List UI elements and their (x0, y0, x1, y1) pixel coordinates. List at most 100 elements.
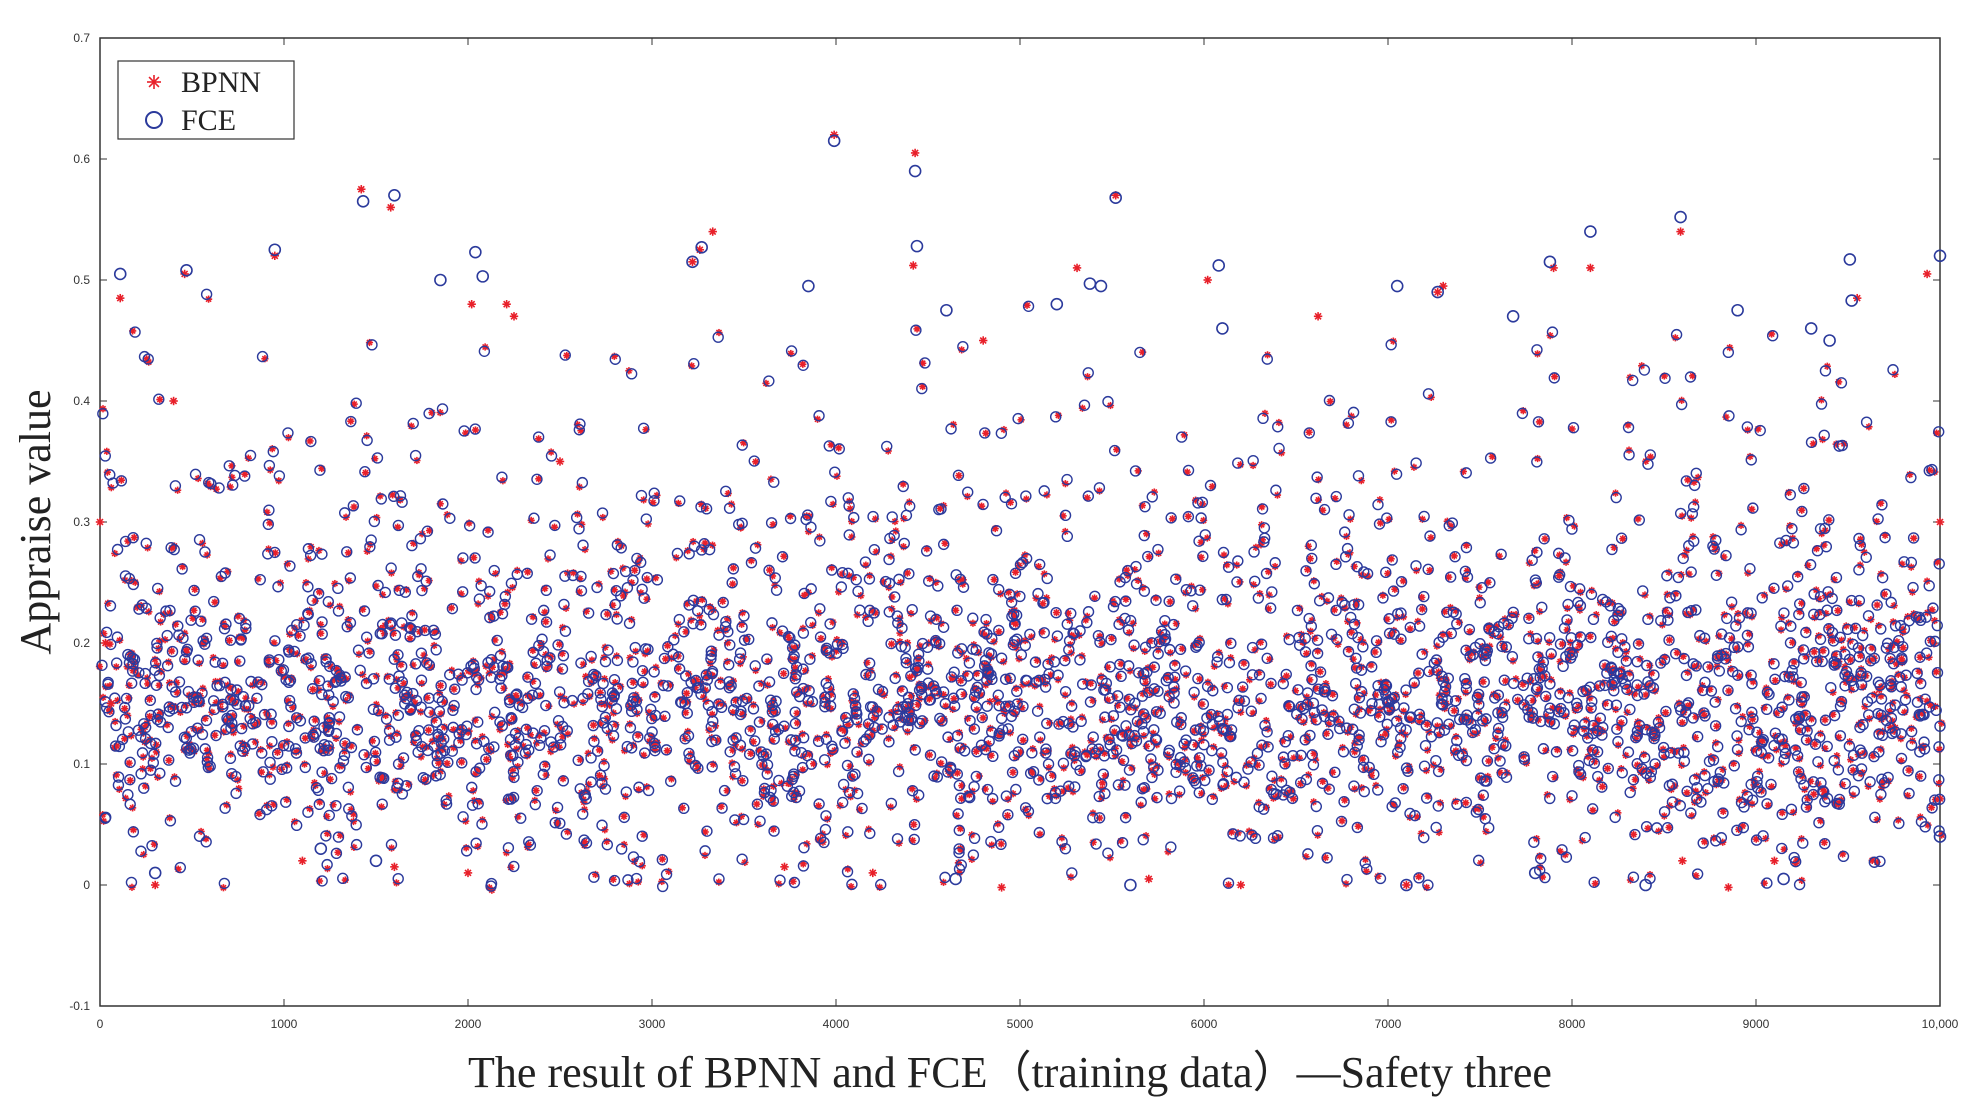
bpnn-point (789, 877, 797, 886)
bpnn-point (1285, 703, 1293, 711)
bpnn-point (309, 685, 317, 693)
bpnn-point (397, 661, 405, 669)
bpnn-point (936, 504, 944, 513)
x-tick-label: 5000 (1007, 1017, 1034, 1031)
bpnn-point (1598, 783, 1607, 791)
bpnn-point (799, 360, 807, 368)
bpnn-point (181, 657, 189, 665)
bpnn-point (1098, 779, 1107, 787)
bpnn-point (1880, 590, 1889, 598)
bpnn-point (450, 685, 458, 693)
bpnn-point (1415, 873, 1423, 881)
bpnn-point (1423, 720, 1431, 728)
bpnn-point (211, 598, 219, 606)
bpnn-point (168, 647, 176, 655)
bpnn-point (1589, 806, 1597, 814)
bpnn-point (678, 804, 686, 812)
bpnn-point (366, 647, 374, 656)
bpnn-point (1541, 535, 1549, 543)
bpnn-point (643, 575, 651, 583)
bpnn-point (1450, 707, 1458, 715)
bpnn-point (1910, 534, 1918, 542)
bpnn-point (1166, 598, 1174, 606)
bpnn-point (334, 848, 342, 857)
bpnn-point (957, 677, 965, 685)
bpnn-point (1387, 416, 1395, 424)
y-tick-label: 0.4 (73, 394, 90, 408)
bpnn-point (1713, 722, 1721, 730)
bpnn-point (995, 628, 1003, 636)
bpnn-point (1603, 764, 1612, 773)
bpnn-point (997, 840, 1005, 848)
bpnn-point (1535, 418, 1544, 426)
y-tick-label: -0.1 (69, 999, 90, 1013)
bpnn-point (255, 809, 263, 818)
bpnn-point (347, 417, 355, 425)
bpnn-point (609, 875, 617, 884)
x-tick-label: 10,000 (1922, 1017, 1959, 1031)
axis-ticks: 0 1000 2000 3000 4000 5000 6000 7000 8000 9000 10,… (69, 31, 1958, 1031)
x-tick-label: 2000 (455, 1017, 482, 1031)
bpnn-point (589, 721, 598, 729)
bpnn-point (225, 636, 233, 645)
bpnn-point (780, 552, 788, 560)
bpnn-point (1068, 699, 1076, 707)
bpnn-point (1790, 658, 1798, 666)
bpnn-point (535, 435, 543, 443)
bpnn-point (165, 756, 173, 764)
bpnn-point (1798, 506, 1806, 514)
bpnn-point (1052, 608, 1061, 617)
bpnn-point (361, 469, 370, 477)
bpnn-point (903, 569, 911, 577)
bpnn-point (117, 476, 125, 484)
bpnn-point (156, 395, 164, 404)
bpnn-point (1198, 700, 1206, 708)
x-tick-label: 6000 (1191, 1017, 1218, 1031)
bpnn-point (271, 549, 279, 557)
bpnn-point (800, 591, 808, 599)
bpnn-point (306, 437, 314, 445)
y-tick-label: 0.3 (73, 515, 90, 529)
bpnn-point (1916, 653, 1924, 661)
bpnn-point (1634, 515, 1642, 523)
bpnn-point (443, 759, 451, 768)
y-tick-label: 0.2 (73, 636, 90, 650)
y-tick-label: 0.1 (73, 757, 90, 771)
bpnn-point (482, 755, 491, 764)
bpnn-point (1744, 426, 1752, 434)
bpnn-point (1673, 649, 1681, 657)
x-tick-label: 3000 (639, 1017, 666, 1031)
bpnn-point (716, 676, 725, 684)
bpnn-point (1820, 838, 1828, 847)
bpnn-point (738, 777, 746, 785)
bpnn-point (658, 855, 666, 863)
x-tick-label: 4000 (823, 1017, 850, 1031)
y-tick-label: 0.6 (73, 152, 90, 166)
bpnn-point (424, 726, 433, 734)
bpnn-point (1351, 748, 1359, 756)
bpnn-point (887, 640, 896, 648)
bpnn-point (1316, 668, 1324, 676)
plot-frame (99, 37, 1941, 1007)
bpnn-point (146, 712, 154, 721)
y-tick-label: 0.7 (73, 31, 90, 45)
bpnn-point (1819, 647, 1827, 655)
x-tick-label: 1000 (271, 1017, 298, 1031)
bpnn-point (835, 444, 843, 452)
bpnn-point (129, 826, 138, 834)
bpnn-point (674, 664, 682, 672)
bpnn-point (1462, 799, 1470, 807)
bpnn-point (1178, 645, 1186, 653)
y-tick-label: 0 (83, 878, 90, 892)
bpnn-point (1873, 601, 1881, 609)
bpnn-point (436, 681, 445, 690)
bpnn-point (749, 738, 757, 746)
bpnn-point (1184, 512, 1192, 520)
x-tick-label: 7000 (1375, 1017, 1402, 1031)
bpnn-point (629, 678, 637, 686)
bpnn-point (1678, 719, 1686, 727)
x-tick-label: 9000 (1743, 1017, 1770, 1031)
bpnn-point (871, 515, 880, 523)
bpnn-point (1800, 484, 1808, 492)
bpnn-point (1351, 664, 1359, 672)
